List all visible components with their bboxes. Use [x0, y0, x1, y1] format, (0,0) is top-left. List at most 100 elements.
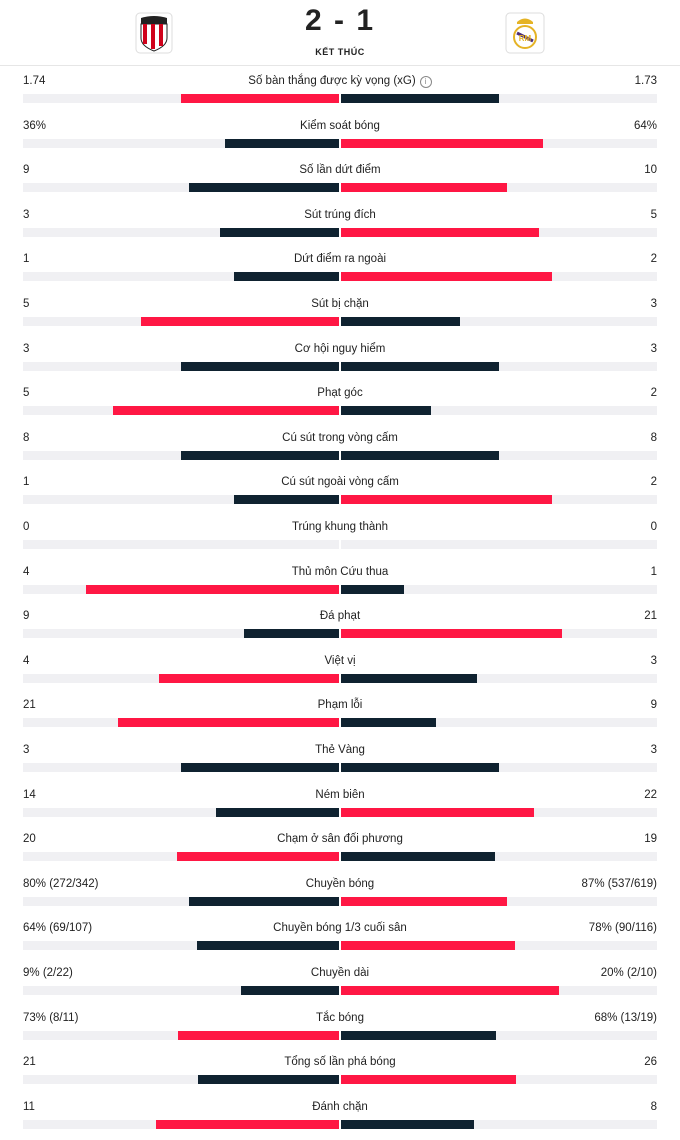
stat-label: Đá phạt: [140, 610, 540, 622]
stat-row: 4 Thủ môn Cứu thua 1: [0, 566, 680, 610]
stat-away-value: 26: [644, 1056, 657, 1069]
away-bar-track: [341, 361, 657, 371]
stat-home-value: 64% (69/107): [23, 922, 93, 935]
away-bar-track: [341, 896, 657, 906]
stat-label-text: Chuyền bóng: [305, 877, 375, 890]
away-bar-fill: [341, 272, 552, 282]
stat-label: Thẻ Vàng: [140, 744, 540, 756]
stat-row: 8 Cú sút trong vòng cấm 8: [0, 432, 680, 476]
stat-away-value: 8: [650, 1100, 657, 1113]
stat-label-text: Phạt góc: [317, 387, 363, 400]
home-bar-fill: [241, 986, 339, 995]
away-bar-track: [341, 1075, 657, 1085]
stat-label-text: Thủ môn Cứu thua: [291, 565, 389, 578]
stat-home-value: 21: [23, 1056, 36, 1069]
home-bar-track: [23, 227, 339, 237]
stat-label-text: Số bàn thắng được kỳ vọng (xG): [248, 75, 416, 87]
stat-row: 64% (69/107) Chuyền bóng 1/3 cuối sân 78% …: [0, 922, 680, 966]
stat-away-value: 22: [644, 788, 657, 801]
home-bar-fill: [113, 406, 339, 416]
stat-row: 9% (2/22) Chuyền dài 20% (2/10): [0, 967, 680, 1011]
home-bar-fill: [178, 1030, 339, 1040]
stat-label-text: Chuyền bóng 1/3 cuối sân: [273, 922, 407, 935]
stat-row: 80% (272/342) Chuyền bóng 87% (537/619): [0, 878, 680, 922]
stat-label-text: Việt vị: [324, 654, 356, 667]
home-bar-track: [23, 852, 339, 862]
away-bar-fill: [341, 94, 499, 103]
away-bar-track: [341, 138, 657, 148]
away-bar-fill: [341, 852, 495, 862]
away-bar-track: [341, 272, 657, 282]
stat-away-value: 2: [650, 387, 657, 400]
home-bar-fill: [181, 450, 339, 460]
stat-home-value: 3: [23, 342, 30, 355]
stat-row: 1 Dứt điểm ra ngoài 2: [0, 253, 680, 297]
away-bar-track: [341, 718, 657, 728]
away-bar-fill: [341, 183, 507, 193]
home-bar-fill: [189, 896, 339, 906]
stat-home-value: 0: [23, 521, 30, 533]
away-bar-fill: [341, 807, 534, 817]
athletic-club-crest-icon[interactable]: [133, 12, 175, 54]
home-bar-track: [23, 1119, 339, 1129]
home-bar-fill: [234, 272, 339, 282]
stat-label-text: Sút bị chặn: [311, 298, 369, 310]
home-bar-track: [23, 1030, 339, 1040]
stat-label-text: Dứt điểm ra ngoài: [293, 253, 387, 266]
stat-label: Thủ môn Cứu thua: [140, 566, 540, 578]
home-bar-track: [23, 183, 339, 193]
stat-away-value: 3: [650, 342, 657, 355]
stat-home-value: 73% (8/11): [23, 1011, 79, 1024]
away-bar-track: [341, 941, 657, 951]
home-bar-track: [23, 361, 339, 371]
away-bar-track: [341, 495, 657, 505]
stat-home-value: 20: [23, 833, 36, 846]
away-bar-track: [341, 183, 657, 193]
away-bar-fill: [341, 495, 552, 505]
home-bar-track: [23, 941, 339, 951]
home-bar-fill: [177, 852, 339, 862]
away-bar-fill: [341, 1075, 516, 1085]
stat-row: 20 Chạm ở sân đối phương 19: [0, 833, 680, 877]
stat-label: Tắc bóng: [140, 1012, 540, 1024]
info-icon[interactable]: i: [419, 76, 432, 88]
home-bar-fill: [156, 1119, 339, 1129]
stat-home-value: 9: [23, 610, 30, 623]
stat-away-value: 2: [650, 253, 657, 266]
home-bar-track: [23, 1075, 339, 1085]
stat-label-text: Chạm ở sân đối phương: [277, 833, 403, 846]
home-bar-track: [23, 718, 339, 728]
stat-label-text: Chuyền dài: [310, 967, 370, 979]
stat-away-value: 1.73: [634, 75, 657, 87]
stat-label: Chạm ở sân đối phương: [140, 833, 540, 845]
away-bar-fill: [341, 450, 499, 460]
home-bar-track: [23, 272, 339, 282]
stat-row: 36% Kiểm soát bóng 64%: [0, 120, 680, 164]
away-bar-track: [341, 317, 657, 326]
away-bar-fill: [341, 763, 499, 772]
home-bar-fill: [197, 941, 339, 951]
home-bar-fill: [220, 227, 339, 237]
stat-home-value: 1.74: [23, 75, 46, 87]
stat-label-text: Số lần dứt điểm: [299, 164, 381, 177]
stat-row: 21 Phạm lỗi 9: [0, 699, 680, 743]
stat-label-text: Trúng khung thành: [291, 521, 389, 533]
away-bar-track: [341, 807, 657, 817]
stat-home-value: 14: [23, 788, 36, 801]
away-bar-track: [341, 584, 657, 594]
stat-label: Cơ hội nguy hiểm: [140, 343, 540, 355]
stat-home-value: 21: [23, 699, 36, 712]
home-bar-track: [23, 673, 339, 683]
stat-home-value: 9: [23, 164, 30, 177]
stat-away-value: 1: [650, 565, 657, 578]
stat-label: Phạt góc: [140, 387, 540, 399]
stat-label: Tổng số lần phá bóng: [140, 1056, 540, 1068]
stat-away-value: 2: [650, 476, 657, 489]
real-madrid-crest-icon[interactable]: RM: [504, 12, 546, 54]
home-bar-track: [23, 406, 339, 416]
stat-row: 11 Đánh chặn 8: [0, 1101, 680, 1140]
stat-label-text: Cơ hội nguy hiểm: [294, 342, 386, 355]
stat-label-text: Kiểm soát bóng: [300, 119, 380, 132]
stat-away-value: 21: [644, 610, 657, 623]
stat-row: 14 Ném biên 22: [0, 789, 680, 833]
